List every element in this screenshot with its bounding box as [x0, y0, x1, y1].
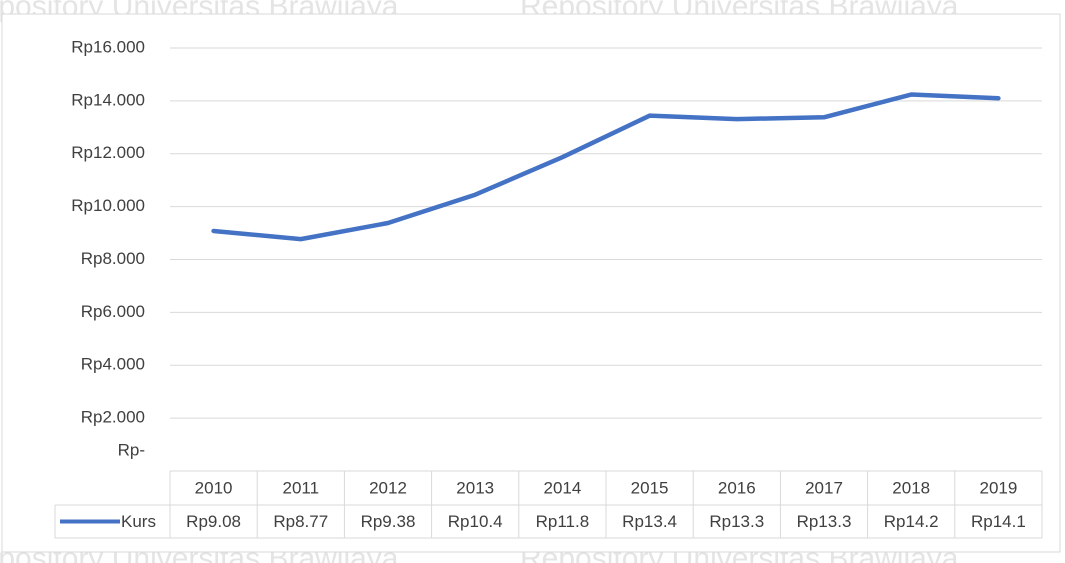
line-series — [211, 92, 1001, 242]
y-tick-label: Rp10.000 — [71, 196, 145, 215]
legend-label: Kurs — [121, 512, 156, 531]
data-label: Rp10.4 — [448, 512, 503, 531]
y-tick-label: Rp8.000 — [81, 249, 145, 268]
y-tick-label: Rp2.000 — [81, 408, 145, 427]
x-tick-label: 2012 — [369, 478, 407, 497]
x-tick-label: 2010 — [195, 478, 233, 497]
y-tick-label: Rp- — [118, 440, 145, 459]
x-tick-label: 2015 — [631, 478, 669, 497]
y-tick-label: Rp6.000 — [81, 302, 145, 321]
data-label: Rp13.3 — [797, 512, 852, 531]
x-tick-label: 2018 — [892, 478, 930, 497]
data-label: Rp9.38 — [361, 512, 416, 531]
x-tick-label: 2011 — [283, 478, 320, 497]
data-label: Rp13.3 — [709, 512, 764, 531]
data-label: Rp9.08 — [186, 512, 241, 531]
y-tick-label: Rp4.000 — [81, 355, 145, 374]
data-label: Rp11.8 — [536, 512, 590, 531]
data-label: Rp13.4 — [622, 512, 677, 531]
y-tick-label: Rp14.000 — [71, 90, 145, 109]
y-tick-label: Rp12.000 — [71, 143, 145, 162]
data-label: Rp14.2 — [884, 512, 939, 531]
y-tick-label: Rp16.000 — [71, 37, 145, 56]
x-tick-label: 2013 — [456, 478, 494, 497]
x-tick-label: 2019 — [979, 478, 1017, 497]
x-tick-label: 2017 — [805, 478, 843, 497]
x-tick-label: 2014 — [543, 478, 581, 497]
data-label: Rp8.77 — [273, 512, 328, 531]
x-tick-label: 2016 — [718, 478, 756, 497]
data-label: Rp14.1 — [971, 512, 1026, 531]
